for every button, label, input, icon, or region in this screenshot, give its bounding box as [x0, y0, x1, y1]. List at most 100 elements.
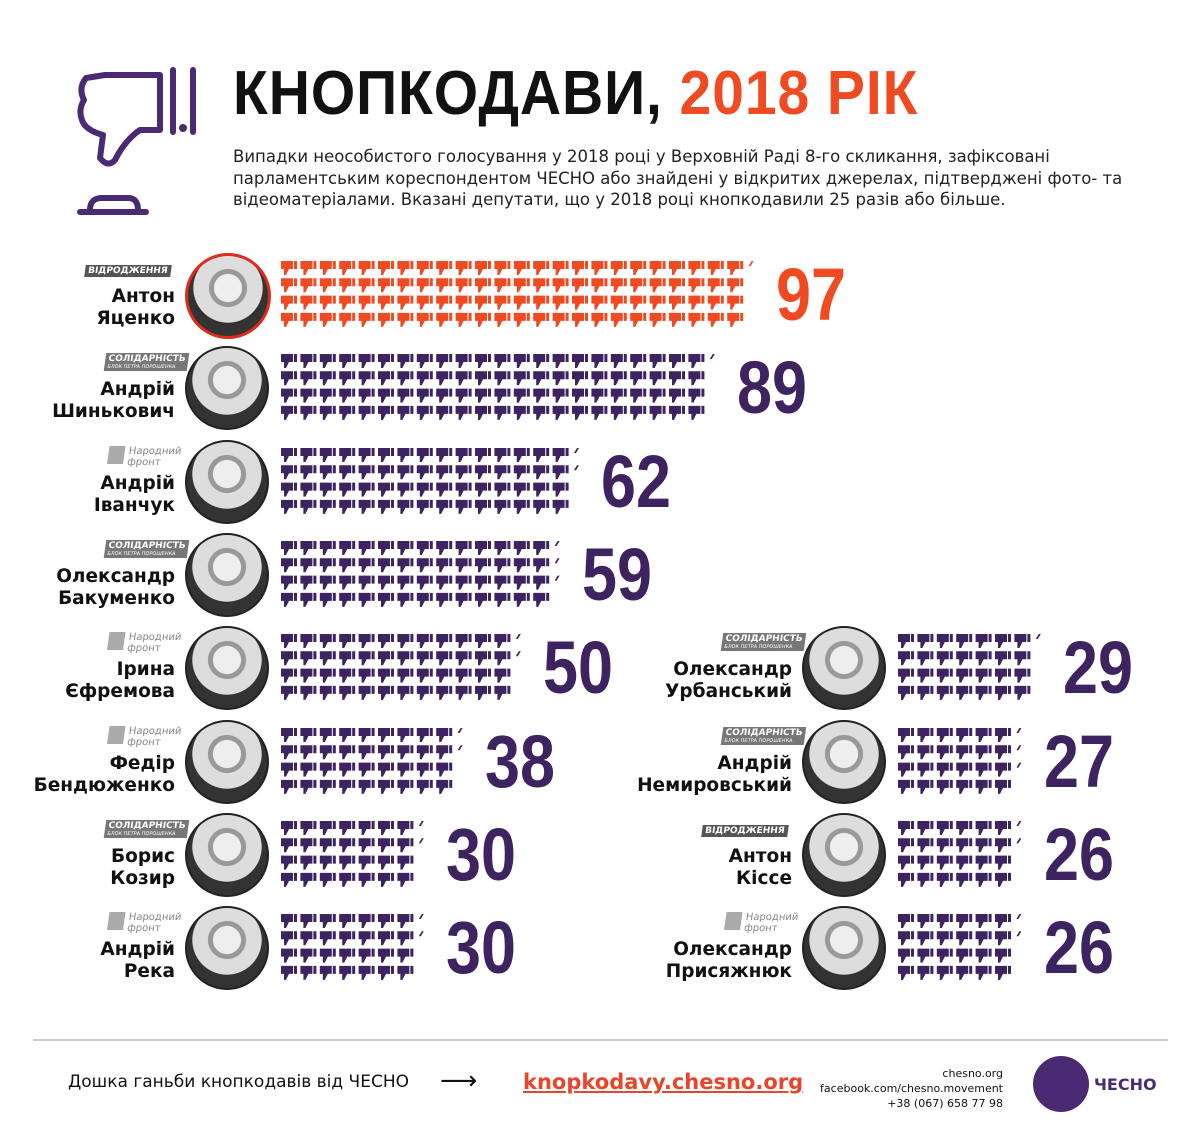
- thumbs-down-icon: [416, 575, 433, 590]
- thumbs-down-icon: [630, 278, 647, 293]
- value-label: 38: [485, 719, 555, 803]
- thumbs-down-icon: [455, 634, 472, 649]
- thumbs-down-icon: [727, 261, 744, 275]
- deputy-photo: [185, 439, 269, 524]
- thumbs-down-icon: [281, 464, 297, 479]
- thumbs-down-icon: [936, 634, 953, 649]
- website-link[interactable]: knopkodavy.chesno.org: [523, 1070, 804, 1094]
- thumbs-down-icon: [319, 499, 336, 514]
- thumbs-down-icon: [995, 651, 1011, 666]
- thumbs-down-icon: [533, 482, 550, 497]
- thumbs-down-icon: [339, 762, 356, 777]
- thumbs-down-icon: [319, 762, 336, 777]
- thumbs-down-icon: [416, 744, 433, 759]
- party-name: СОЛІДАРНІСТЬ: [107, 354, 187, 365]
- deputy-name: Андрій Река: [0, 939, 175, 983]
- thumbs-down-icon: [358, 482, 375, 497]
- thumbs-down-icon: [378, 447, 394, 462]
- thumbs-down-icon: [339, 779, 356, 794]
- thumbs-down-icon: [898, 744, 914, 759]
- thumbs-down-icon: [319, 575, 336, 590]
- thumbs-down-icon: [936, 651, 953, 666]
- thumbs-down-icon: [300, 686, 317, 701]
- thumbs-down-icon: [956, 762, 973, 777]
- thumbs-down-icon: [281, 540, 297, 555]
- site-link[interactable]: chesno.org: [942, 1067, 1003, 1080]
- subtitle: Випадки неособистого голосування у 2018 …: [233, 147, 1123, 209]
- thumbs-down-icon: [630, 295, 647, 310]
- thumbs-down-icon: [397, 388, 414, 403]
- thumbs-down-icon: [494, 634, 511, 649]
- thumbs-down-icon: [378, 762, 394, 777]
- thumbs-down-icon: [975, 762, 992, 777]
- thumbs-down-icon: [727, 312, 744, 327]
- thumbs-down-icon: [936, 820, 953, 835]
- thumbs-down-icon: [378, 914, 394, 929]
- thumbs-down-icon: [995, 686, 1011, 701]
- first-name: Андрій: [100, 939, 175, 961]
- thumbs-down-icon: [281, 278, 297, 293]
- thumbs-down-icon: [552, 482, 569, 497]
- party-logo-narodnyi-front: Народний фронт: [103, 725, 182, 749]
- thumbs-down-icon: [610, 295, 627, 310]
- thumbs-down-icon: [378, 727, 394, 742]
- thumbs-down-icon: [513, 592, 530, 607]
- deputy-name: Андрій Немировський: [592, 753, 792, 797]
- thumbs-down-icon: [688, 295, 705, 310]
- thumbs-down-icon: [936, 779, 953, 794]
- value-label: 97: [776, 253, 846, 336]
- thumbs-down-icon: [378, 855, 394, 870]
- thumbs-down-icon: [936, 744, 953, 759]
- thumbs-down-icon: [494, 261, 511, 275]
- thumbs-down-icon: [416, 261, 433, 275]
- first-name: Антон: [111, 286, 175, 307]
- thumbs-down-icon: [533, 388, 550, 403]
- first-name: Андрій: [717, 752, 792, 774]
- thumbs-down-icon: [436, 634, 453, 649]
- thumbs-down-icon: [475, 686, 491, 701]
- thumbs-down-icon: [455, 312, 472, 327]
- thumbs-down-icon: [936, 948, 953, 963]
- thumbs-down-icon: [416, 354, 433, 369]
- party-logo-solidarnist: СОЛІДАРНІСТЬ БЛОК ПЕТРА ПОРОШЕНКА: [720, 633, 807, 652]
- shield-icon: [107, 725, 126, 744]
- contacts: chesno.org facebook.com/chesno.movement …: [820, 1066, 1003, 1111]
- party-logo-narodnyi-front: Народний фронт: [103, 911, 182, 935]
- thumbs-down-icon: [748, 261, 754, 266]
- thumbs-down-icon: [494, 464, 511, 479]
- thumbs-down-icon: [281, 727, 297, 742]
- first-name: Борис: [111, 845, 175, 867]
- thumbs-down-icon: [339, 371, 356, 386]
- thumbs-down-icon: [975, 872, 992, 887]
- thumbs-down-icon: [975, 931, 992, 946]
- thumbs-down-icon: [319, 931, 336, 946]
- value-label: 26: [1043, 906, 1114, 990]
- facebook-link[interactable]: facebook.com/chesno.movement: [820, 1082, 1003, 1095]
- thumbs-down-icon: [494, 371, 511, 386]
- thumbs-down-icon: [436, 558, 453, 573]
- thumbs-down-icon: [339, 668, 356, 683]
- thumbs-down-icon: [956, 779, 973, 794]
- thumbs-down-icon: [319, 686, 336, 701]
- thumbs-down-icon: [378, 371, 394, 386]
- thumbs-down-icon: [995, 762, 1011, 777]
- thumbs-down-icon: [339, 686, 356, 701]
- thumbs-down-icon: [339, 820, 356, 835]
- thumbs-down-icon: [378, 686, 394, 701]
- thumbs-down-icon: [494, 447, 511, 462]
- thumbs-down-icon: [339, 447, 356, 462]
- thumbs-down-icon: [649, 295, 666, 310]
- first-name: Олександр: [673, 939, 792, 961]
- thumbs-down-icon: [898, 762, 914, 777]
- thumbs-down-icon: [281, 634, 297, 649]
- thumbs-down-icon: [339, 354, 356, 369]
- thumbs-down-icon: [300, 575, 317, 590]
- thumbs-down-icon: [397, 447, 414, 462]
- thumbs-down-icon: [513, 388, 530, 403]
- thumbs-down-icon: [319, 540, 336, 555]
- thumbs-down-icon: [455, 406, 472, 421]
- thumbs-down-icon: [475, 312, 491, 327]
- thumbs-down-icon: [1014, 634, 1031, 649]
- thumbs-down-icon: [533, 464, 550, 479]
- thumbs-down-icon: [669, 295, 685, 310]
